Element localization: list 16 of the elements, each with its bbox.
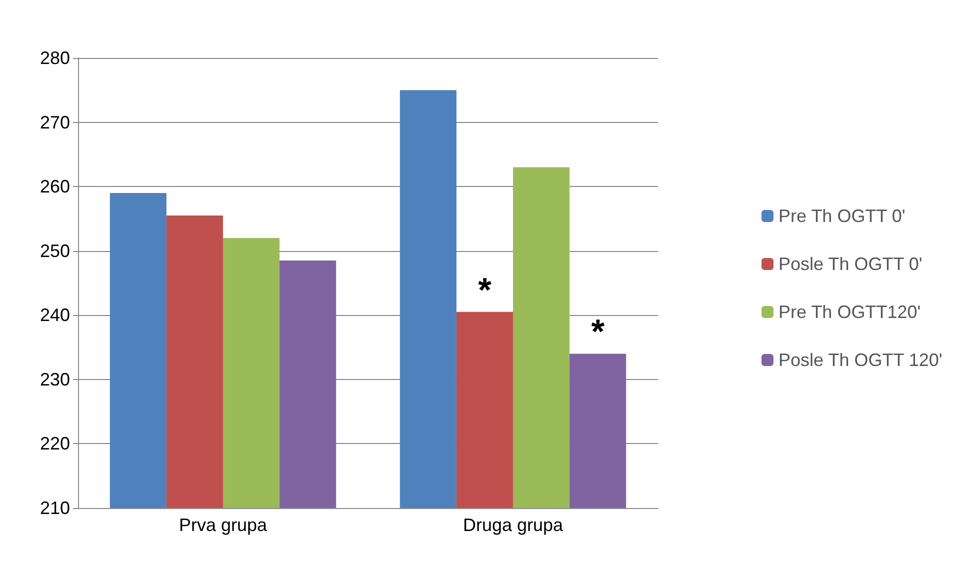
y-tick-label: 210: [40, 498, 70, 518]
legend-label: Posle Th OGTT 120': [778, 350, 942, 370]
legend-label: Posle Th OGTT 0': [778, 254, 922, 274]
y-tick-label: 230: [40, 369, 70, 390]
y-tick-label: 270: [40, 112, 70, 132]
legend-label: Pre Th OGTT120': [778, 302, 921, 322]
y-tick-label: 240: [40, 305, 70, 326]
x-tick-label: Druga grupa: [462, 515, 564, 535]
y-tick-label: 280: [40, 48, 70, 68]
x-tick-label: Prva grupa: [178, 515, 268, 535]
annotation: *: [478, 271, 492, 310]
y-tick-label: 220: [40, 434, 70, 454]
y-tick-label: 260: [40, 176, 70, 197]
y-tick-label: 250: [40, 240, 70, 261]
annotation: *: [591, 313, 606, 352]
legend-label: Pre Th OGTT 0': [778, 206, 906, 226]
